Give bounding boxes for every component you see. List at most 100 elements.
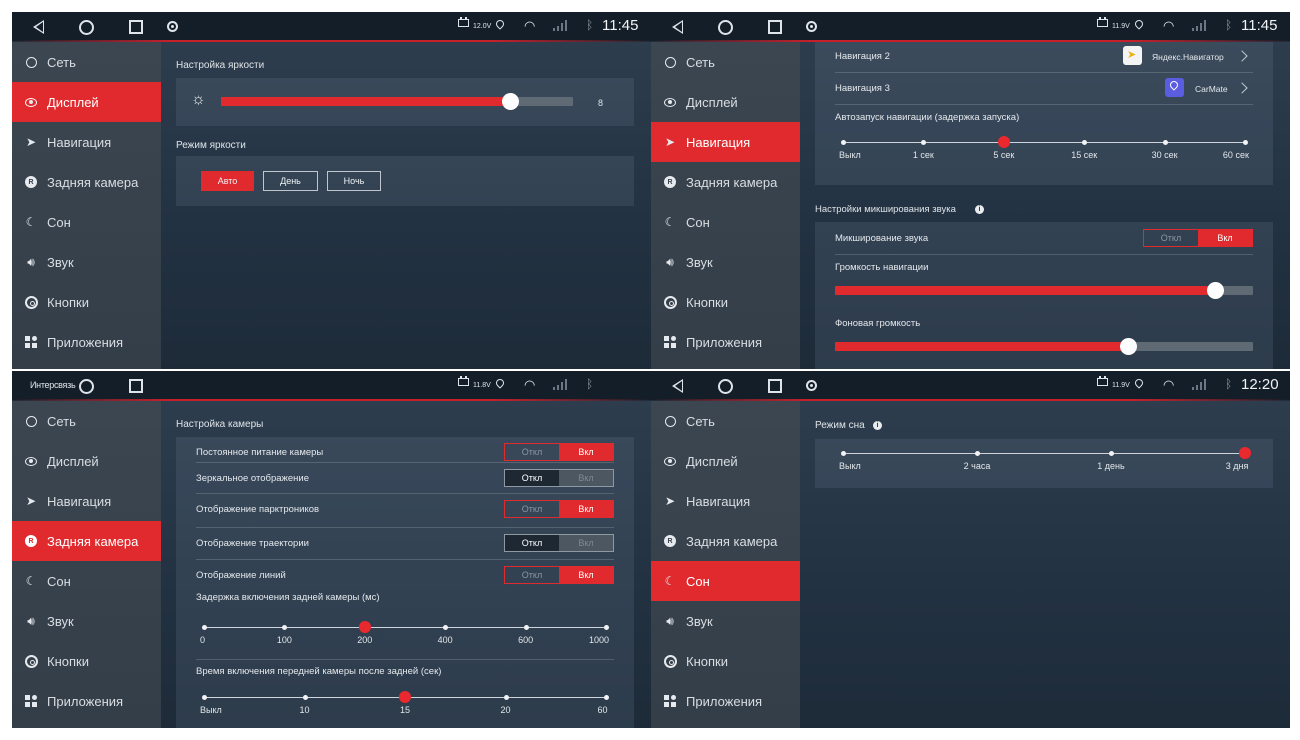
stepper-dot[interactable] [503,695,509,700]
sidebar-item-navigation[interactable]: ➤ Навигация [12,481,161,521]
stepper-dot[interactable] [1082,140,1088,145]
toggle-on-option[interactable]: Вкл [559,501,613,517]
toggle-on-option[interactable]: Вкл [559,567,613,583]
camera-row-toggle[interactable]: Откл Вкл [504,443,614,461]
camera-row-toggle[interactable]: Откл Вкл [504,534,614,552]
info-icon[interactable]: i [975,205,984,214]
sidebar-item-apps[interactable]: Приложения [12,681,161,721]
nav3-app-name[interactable]: CarMate [1195,84,1228,94]
toggle-off-option[interactable]: Откл [521,504,543,514]
stepper-dot[interactable] [302,695,308,700]
sidebar-item-network[interactable]: Сеть [12,42,161,82]
home-button[interactable] [715,17,735,37]
autostart-stepper[interactable]: Выкл 1 сек 5 сек 15 сек 30 сек 60 сек [815,42,1273,185]
sidebar-item-sound[interactable]: 🔊︎ Звук [651,601,800,641]
sidebar-item-buttons[interactable]: Кнопки [651,641,800,681]
toggle-on-option[interactable]: Вкл [559,444,613,460]
sidebar-item-apps[interactable]: Приложения [651,681,800,721]
sidebar: Сеть Дисплей ➤ Навигация R Задняя камера ☾… [651,42,800,369]
stepper-selected-dot[interactable] [358,621,371,633]
stepper-dot[interactable] [604,625,609,630]
toggle-on-option[interactable]: Вкл [559,470,613,486]
stepper-dot[interactable] [523,625,529,630]
mix-on-option[interactable]: Вкл [1198,230,1252,246]
sidebar-item-network[interactable]: Сеть [12,401,161,441]
stepper-dot[interactable] [604,695,609,700]
sidebar-item-rear-camera[interactable]: R Задняя камера [651,521,800,561]
stepper-dot[interactable] [443,625,449,630]
home-button[interactable] [76,17,96,37]
sidebar-item-apps[interactable]: Приложения [651,322,800,362]
stepper-dot[interactable] [975,451,980,456]
sidebar-item-display[interactable]: Дисплей [12,82,161,122]
sidebar-item-sleep[interactable]: ☾ Сон [12,561,161,601]
back-button[interactable] [28,17,48,37]
stepper-selected-dot[interactable] [1239,447,1251,459]
sidebar-item-display[interactable]: Дисплей [651,441,800,481]
bg-volume-slider[interactable] [835,338,1253,355]
sidebar-item-buttons[interactable]: Кнопки [651,282,800,322]
stepper-selected-dot[interactable] [399,691,411,703]
camera-row-toggle[interactable]: Откл Вкл [504,469,614,487]
sidebar-item-display[interactable]: Дисплей [12,441,161,481]
back-button[interactable] [667,376,687,396]
sidebar-item-sound[interactable]: 🔊︎ Звук [651,242,800,282]
recents-button[interactable] [765,376,785,396]
mode-auto-button[interactable]: Авто [201,171,254,191]
toggle-off-option[interactable]: Откл [521,570,543,580]
sidebar-item-buttons[interactable]: Кнопки [12,641,161,681]
sleep-stepper[interactable]: Выкл 2 часа 1 день 3 дня [815,439,1273,488]
mix-toggle[interactable]: Откл Вкл [1143,229,1253,247]
sidebar-item-navigation[interactable]: ➤ Навигация [12,122,161,162]
sidebar-item-apps[interactable]: Приложения [12,322,161,362]
sidebar-item-network[interactable]: Сеть [651,42,800,82]
info-icon[interactable]: i [873,421,882,430]
stepper-dot[interactable] [1162,140,1168,145]
brightness-slider[interactable] [221,93,573,110]
camera-row-toggle[interactable]: Откл Вкл [504,500,614,518]
sidebar-item-display[interactable]: Дисплей [651,82,800,122]
sidebar-item-rear-camera[interactable]: R Задняя камера [12,521,161,561]
nav-volume-slider-knob[interactable] [1207,282,1225,299]
sidebar-item-sleep[interactable]: ☾ Сон [12,202,161,242]
sidebar-item-navigation[interactable]: ➤ Навигация [651,481,800,521]
stepper-selected-dot[interactable] [997,136,1010,148]
stepper-dot[interactable] [1243,140,1248,145]
home-button[interactable] [76,376,96,396]
stepper-dot[interactable] [921,140,927,145]
home-button[interactable] [715,376,735,396]
recents-button[interactable] [765,17,785,37]
nav-volume-slider[interactable] [835,282,1253,299]
stepper-dot[interactable] [202,695,207,700]
stepper-dot[interactable] [1109,451,1114,456]
recents-button[interactable] [126,17,146,37]
toggle-off-option[interactable]: Откл [505,535,559,551]
delay-stepper[interactable]: 0 100 200 400 600 1000 [176,437,634,728]
mix-off-option[interactable]: Откл [1160,233,1182,243]
stepper-dot[interactable] [202,625,207,630]
mode-night-button[interactable]: Ночь [327,171,381,191]
sidebar-item-rear-camera[interactable]: R Задняя камера [12,162,161,202]
camera-row-toggle[interactable]: Откл Вкл [504,566,614,584]
mode-day-button[interactable]: День [263,171,318,191]
stepper-dot[interactable] [282,625,288,630]
recents-button[interactable] [126,376,146,396]
toggle-off-option[interactable]: Откл [505,470,559,486]
sidebar-item-sound[interactable]: 🔊︎ Звук [12,601,161,641]
stepper-dot[interactable] [841,140,846,145]
sidebar-item-rear-camera[interactable]: R Задняя камера [651,162,800,202]
back-button[interactable] [667,17,687,37]
nav2-app-name[interactable]: Яндекс.Навигатор [1152,52,1224,62]
toggle-on-option[interactable]: Вкл [559,535,613,551]
front-camera-stepper[interactable]: Выкл 10 15 20 60 [176,437,634,728]
sidebar-item-buttons[interactable]: Кнопки [12,282,161,322]
bg-volume-slider-knob[interactable] [1119,338,1137,355]
stepper-dot[interactable] [841,451,846,456]
brightness-slider-knob[interactable] [501,93,519,110]
sidebar-item-sleep[interactable]: ☾ Сон [651,202,800,242]
sidebar-item-navigation[interactable]: ➤ Навигация [651,122,800,162]
toggle-off-option[interactable]: Откл [521,447,543,457]
sidebar-item-sleep[interactable]: ☾ Сон [651,561,800,601]
sidebar-item-network[interactable]: Сеть [651,401,800,441]
sidebar-item-sound[interactable]: 🔊︎ Звук [12,242,161,282]
